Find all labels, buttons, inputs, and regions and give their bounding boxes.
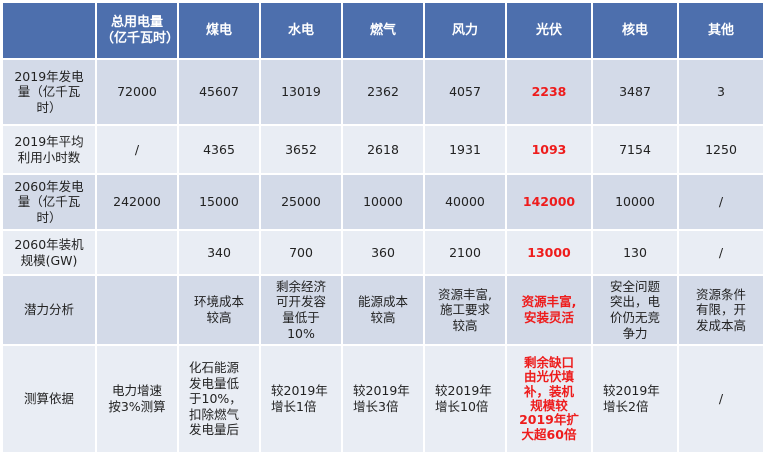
- table-cell: 安全问题 突出，电 价仍无竞 争力: [591, 274, 679, 346]
- table-cell: 7154: [591, 124, 679, 175]
- table-cell: 4057: [423, 58, 507, 126]
- row-label: 潜力分析: [1, 274, 97, 346]
- table-cell: 2362: [341, 58, 425, 126]
- table-cell: 700: [259, 229, 343, 276]
- table-cell: 15000: [177, 173, 261, 231]
- table-cell: 340: [177, 229, 261, 276]
- table-cell: 1931: [423, 124, 507, 175]
- header-hydro: 水电: [259, 1, 343, 60]
- row-potential-analysis: 潜力分析 环境成本 较高 剩余经济 可开发容 量低于 10% 能源成本 较高 资…: [1, 274, 764, 346]
- table-cell: 化石能源 发电量低 于10%， 扣除燃气 发电量后: [177, 344, 261, 454]
- table-cell-solar-highlight: 资源丰富, 安装灵活: [505, 274, 593, 346]
- table-cell: 242000: [95, 173, 179, 231]
- table-cell: 剩余经济 可开发容 量低于 10%: [259, 274, 343, 346]
- table-cell: 13019: [259, 58, 343, 126]
- table-cell: /: [677, 173, 764, 231]
- table-cell: 3652: [259, 124, 343, 175]
- row-label: 2019年发电 量（亿千瓦 时）: [1, 58, 97, 126]
- header-corner: [1, 1, 97, 60]
- table-cell: 较2019年 增长2倍: [591, 344, 679, 454]
- header-row: 总用电量 （亿千瓦时） 煤电 水电 燃气 风力 光伏 核电 其他: [1, 1, 764, 60]
- table-cell: 72000: [95, 58, 179, 126]
- header-coal: 煤电: [177, 1, 261, 60]
- table-cell-solar-highlight: 1093: [505, 124, 593, 175]
- table-cell: 资源丰富, 施工要求 较高: [423, 274, 507, 346]
- row-label: 2019年平均 利用小时数: [1, 124, 97, 175]
- row-2019-utilization-hours: 2019年平均 利用小时数 / 4365 3652 2618 1931 1093…: [1, 124, 764, 175]
- table-cell: 2100: [423, 229, 507, 276]
- header-total-consumption: 总用电量 （亿千瓦时）: [95, 1, 179, 60]
- table-cell: 10000: [591, 173, 679, 231]
- table-cell: 3487: [591, 58, 679, 126]
- header-solar: 光伏: [505, 1, 593, 60]
- table-cell: 130: [591, 229, 679, 276]
- table-cell: 40000: [423, 173, 507, 231]
- table-cell: 环境成本 较高: [177, 274, 261, 346]
- table-cell-solar-highlight: 剩余缺口 由光伏填 补，装机 规模较 2019年扩 大超60倍: [505, 344, 593, 454]
- table-cell: 3: [677, 58, 764, 126]
- row-label: 2060年装机 规模(GW): [1, 229, 97, 276]
- table-cell: 较2019年 增长3倍: [341, 344, 425, 454]
- row-label: 2060年发电 量（亿千瓦 时）: [1, 173, 97, 231]
- row-label: 测算依据: [1, 344, 97, 454]
- row-calculation-basis: 测算依据 电力增速 按3%测算 化石能源 发电量低 于10%， 扣除燃气 发电量…: [1, 344, 764, 454]
- table-cell: 资源条件 有限，开 发成本高: [677, 274, 764, 346]
- table-cell: /: [677, 229, 764, 276]
- table-cell: [95, 229, 179, 276]
- table-cell: 2618: [341, 124, 425, 175]
- table-cell: 较2019年 增长10倍: [423, 344, 507, 454]
- row-2060-installed-capacity: 2060年装机 规模(GW) 340 700 360 2100 13000 13…: [1, 229, 764, 276]
- table-cell-solar-highlight: 13000: [505, 229, 593, 276]
- table-cell-solar-highlight: 2238: [505, 58, 593, 126]
- header-wind: 风力: [423, 1, 507, 60]
- table-cell-solar-highlight: 142000: [505, 173, 593, 231]
- header-nuclear: 核电: [591, 1, 679, 60]
- table-cell: 1250: [677, 124, 764, 175]
- table-cell: /: [677, 344, 764, 454]
- table-cell: 360: [341, 229, 425, 276]
- table-cell: 45607: [177, 58, 261, 126]
- header-gas: 燃气: [341, 1, 425, 60]
- table-cell: /: [95, 124, 179, 175]
- table-cell: 电力增速 按3%测算: [95, 344, 179, 454]
- table-cell: 4365: [177, 124, 261, 175]
- row-2019-generation: 2019年发电 量（亿千瓦 时） 72000 45607 13019 2362 …: [1, 58, 764, 126]
- table-cell: [95, 274, 179, 346]
- table-cell: 能源成本 较高: [341, 274, 425, 346]
- header-other: 其他: [677, 1, 764, 60]
- table-cell: 10000: [341, 173, 425, 231]
- table-cell: 较2019年 增长1倍: [259, 344, 343, 454]
- row-2060-generation: 2060年发电 量（亿千瓦 时） 242000 15000 25000 1000…: [1, 173, 764, 231]
- table-cell: 25000: [259, 173, 343, 231]
